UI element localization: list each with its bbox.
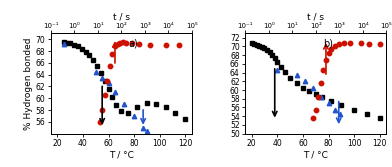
X-axis label: T / °C: T / °C [109, 151, 134, 160]
Text: b): b) [323, 38, 333, 48]
X-axis label: T / °C: T / °C [303, 151, 328, 160]
X-axis label: t / s: t / s [113, 13, 130, 22]
Y-axis label: % Hydrogen bonded: % Hydrogen bonded [24, 37, 33, 130]
Text: a): a) [129, 38, 138, 48]
X-axis label: t / s: t / s [307, 13, 324, 22]
